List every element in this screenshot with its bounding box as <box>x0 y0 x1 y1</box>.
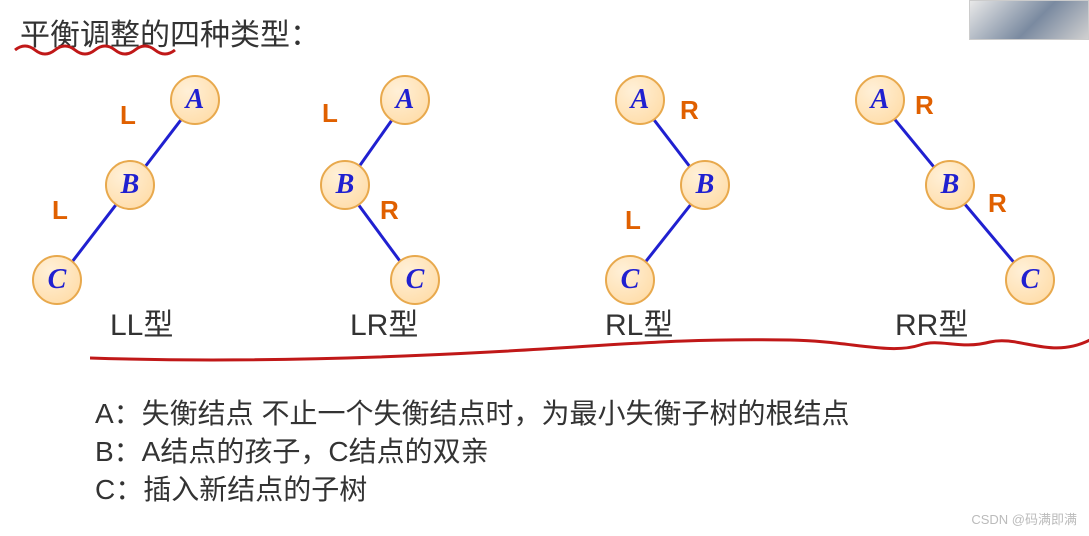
tree-LL型: L L ABC <box>0 60 260 320</box>
node-B: B <box>925 160 975 210</box>
node-B: B <box>320 160 370 210</box>
diagram-area: LLABCLRABCRLABCRRABC <box>0 60 1089 340</box>
legend-line-a: A：失衡结点 不止一个失衡结点时，为最小失衡子树的根结点 <box>95 395 849 433</box>
node-A: A <box>855 75 905 125</box>
tree-LR型: L R ABC <box>260 60 520 320</box>
legend-line-b: B：A结点的孩子，C结点的双亲 <box>95 433 489 471</box>
node-B: B <box>105 160 155 210</box>
edge-label: L <box>322 98 338 129</box>
type-label: RL型 <box>605 300 673 344</box>
type-label: LL型 <box>110 300 173 344</box>
tree-RL型: R L ABC <box>540 60 800 320</box>
edge-label: R <box>680 95 699 126</box>
watermark: CSDN @码满即满 <box>971 509 1077 528</box>
edge-label: R <box>988 188 1007 219</box>
node-C: C <box>605 255 655 305</box>
legend-line-c: C：插入新结点的子树 <box>95 471 367 509</box>
edge-label: L <box>120 100 136 131</box>
edge-label: R <box>915 90 934 121</box>
title-underline-squiggle <box>10 42 190 62</box>
edge-label: L <box>625 205 641 236</box>
edge-label: L <box>52 195 68 226</box>
type-label: LR型 <box>350 300 418 344</box>
node-A: A <box>170 75 220 125</box>
node-B: B <box>680 160 730 210</box>
node-A: A <box>615 75 665 125</box>
node-C: C <box>390 255 440 305</box>
tree-RR型: RRABC <box>810 60 1070 320</box>
node-C: C <box>32 255 82 305</box>
node-C: C <box>1005 255 1055 305</box>
corner-thumbnail <box>969 0 1089 40</box>
node-A: A <box>380 75 430 125</box>
edge-label: R <box>380 195 399 226</box>
type-label: RR型 <box>895 300 968 344</box>
